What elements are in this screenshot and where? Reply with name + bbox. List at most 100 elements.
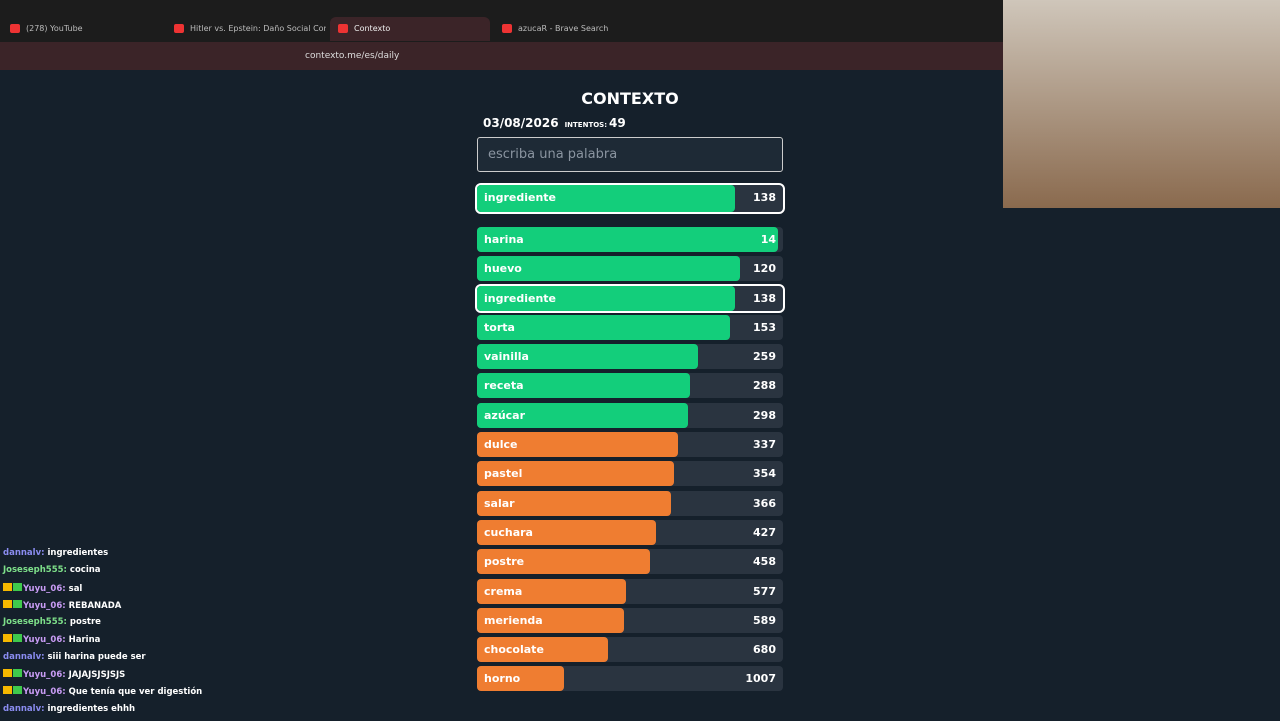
word: receta bbox=[484, 379, 524, 393]
chat-message: Yuyu_06: REBANADA bbox=[3, 599, 202, 617]
last-guess: ingrediente 138 bbox=[475, 183, 785, 214]
chat-message: Joseseph555: postre bbox=[3, 617, 202, 634]
message: postre bbox=[69, 617, 101, 628]
chat-message: Yuyu_06: Harina bbox=[3, 634, 202, 651]
attempts: 49 bbox=[609, 116, 626, 130]
guess-row: chocolate 680 bbox=[477, 637, 783, 663]
username: Yuyu_06: bbox=[23, 635, 66, 646]
bar bbox=[477, 578, 626, 604]
rank: 354 bbox=[753, 467, 776, 481]
word: huevo bbox=[484, 262, 522, 276]
chat-message: dannalv: ingredientes bbox=[3, 548, 202, 565]
word: horno bbox=[484, 672, 521, 686]
guess-list: harina 14 huevo 120 ingrediente 138 torta 153 va… bbox=[475, 227, 785, 692]
word: vainilla bbox=[484, 350, 529, 364]
rank: 259 bbox=[753, 350, 776, 364]
word-input[interactable]: escriba una palabra bbox=[477, 137, 783, 172]
rank: 298 bbox=[753, 408, 776, 422]
word: dulce bbox=[484, 438, 518, 452]
username: Joseseph555: bbox=[3, 617, 67, 628]
rank: 120 bbox=[753, 262, 776, 276]
bar bbox=[477, 227, 778, 252]
tab-icon bbox=[10, 24, 20, 33]
badge bbox=[13, 582, 22, 591]
badge bbox=[13, 686, 22, 695]
bar bbox=[477, 256, 741, 282]
word: chocolate bbox=[484, 643, 544, 657]
title: CONTEXTO bbox=[581, 89, 679, 108]
rank: 138 bbox=[753, 191, 776, 204]
guess-row: receta 288 bbox=[477, 373, 783, 399]
bar bbox=[477, 432, 678, 458]
rank: 427 bbox=[753, 525, 776, 539]
username: Yuyu_06: bbox=[23, 600, 66, 611]
tab-icon bbox=[174, 24, 184, 33]
guess-row: harina 14 bbox=[477, 227, 783, 252]
tab-bar: (278) YouTube Hitler vs. Epstein: Daño So… bbox=[0, 0, 1003, 42]
tab[interactable]: azucaR - Brave Search bbox=[494, 17, 654, 41]
rank: 153 bbox=[753, 320, 776, 334]
message: Que tenía que ver digestión bbox=[68, 687, 203, 698]
guess-row: torta 153 bbox=[477, 314, 783, 340]
chat-message: Joseseph555: cocina bbox=[3, 565, 202, 582]
message: JAJAJSJSJSJS bbox=[68, 670, 126, 681]
guess-row: pastel 354 bbox=[477, 461, 783, 487]
bar bbox=[477, 314, 730, 340]
word: pastel bbox=[484, 467, 523, 481]
word: salar bbox=[484, 496, 515, 510]
badge bbox=[3, 599, 12, 608]
bar bbox=[477, 490, 671, 516]
word: ingrediente bbox=[484, 291, 557, 305]
game: CONTEXTO 03/08/2026 INTENTOS: 49 escriba u… bbox=[475, 82, 785, 696]
username: dannalv: bbox=[3, 703, 45, 714]
badge bbox=[13, 669, 22, 678]
word: merienda bbox=[484, 613, 543, 627]
meta: 03/08/2026 INTENTOS: 49 bbox=[483, 116, 783, 130]
bar bbox=[477, 461, 674, 487]
username: dannalv: bbox=[3, 651, 45, 662]
message: siii harina puede ser bbox=[47, 651, 146, 662]
rank: 337 bbox=[753, 438, 776, 452]
guess-row: horno 1007 bbox=[477, 666, 783, 692]
word: harina bbox=[484, 233, 524, 246]
tab[interactable]: Hitler vs. Epstein: Daño Social Comp bbox=[166, 17, 326, 41]
guess-row: huevo 120 bbox=[477, 256, 783, 282]
username: dannalv: bbox=[3, 548, 45, 558]
rank: 366 bbox=[753, 496, 776, 510]
message: Harina bbox=[68, 635, 101, 646]
rank: 589 bbox=[753, 613, 776, 627]
word: azúcar bbox=[484, 408, 526, 422]
username: Joseseph555: bbox=[3, 565, 67, 576]
username: Yuyu_06: bbox=[23, 670, 66, 681]
guess-row: crema 577 bbox=[477, 578, 783, 604]
rank: 458 bbox=[753, 555, 776, 569]
tab-icon bbox=[338, 24, 348, 33]
rank: 14 bbox=[760, 233, 776, 246]
tab[interactable]: Contexto bbox=[330, 17, 490, 41]
rank: 680 bbox=[753, 643, 776, 657]
guess-row: dulce 337 bbox=[477, 432, 783, 458]
guess-row: vainilla 259 bbox=[477, 344, 783, 370]
rank: 577 bbox=[753, 584, 776, 598]
badge bbox=[3, 582, 12, 591]
message: sal bbox=[68, 583, 83, 594]
bar bbox=[477, 519, 657, 545]
message: cocina bbox=[69, 565, 101, 576]
tab[interactable]: (278) YouTube bbox=[2, 17, 162, 41]
badge bbox=[3, 669, 12, 678]
bar bbox=[477, 607, 624, 633]
badge bbox=[3, 634, 12, 643]
guess-row: salar 366 bbox=[477, 490, 783, 516]
guess-row: ingrediente 138 bbox=[475, 283, 785, 313]
guess-row: cuchara 427 bbox=[477, 519, 783, 545]
guess-row: merienda 589 bbox=[477, 607, 783, 633]
url[interactable]: contexto.me/es/daily bbox=[305, 51, 400, 61]
address-bar[interactable]: contexto.me/es/daily bbox=[0, 42, 1003, 70]
rank: 138 bbox=[753, 291, 776, 305]
bar bbox=[477, 637, 608, 663]
word: torta bbox=[484, 320, 515, 334]
bar bbox=[477, 344, 699, 370]
bar bbox=[477, 402, 688, 428]
username: Yuyu_06: bbox=[23, 583, 66, 594]
rank: 1007 bbox=[745, 672, 776, 686]
